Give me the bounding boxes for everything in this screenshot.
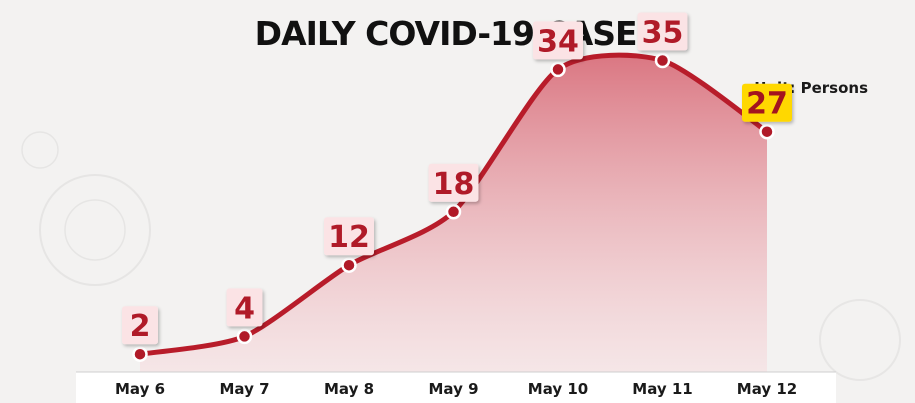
- value-label-box: [226, 288, 263, 327]
- highlight-value-label: 27: [742, 83, 792, 122]
- data-point: [654, 52, 671, 69]
- data-point: [236, 328, 253, 345]
- x-tick-label: May 10: [528, 380, 588, 398]
- value-label-box: [637, 12, 688, 51]
- chart-title: DAILY COVID-19 CASES: [255, 14, 660, 53]
- value-label-box: [122, 306, 158, 345]
- x-tick-label: May 6: [115, 380, 165, 398]
- value-label: 12: [324, 217, 374, 256]
- x-tick-label: May 9: [428, 380, 478, 398]
- value-label-text: 12: [328, 220, 370, 255]
- x-tick-label: May 7: [219, 380, 269, 398]
- value-label: 4: [226, 288, 263, 327]
- x-tick-label: May 8: [324, 380, 374, 398]
- value-label-box: [324, 217, 374, 256]
- value-label-box: [742, 83, 792, 122]
- x-axis-bar: [76, 372, 836, 403]
- value-label: 34: [533, 21, 583, 59]
- value-label-text: 2: [130, 309, 151, 344]
- value-label-box: [428, 163, 479, 202]
- value-label: 18: [428, 163, 479, 202]
- value-label-text: 34: [537, 24, 579, 59]
- background-decoration: [21, 131, 901, 381]
- data-point: [132, 346, 148, 362]
- data-point: [759, 123, 775, 140]
- x-tick-label: May 11: [632, 380, 692, 398]
- x-tick-label: May 12: [737, 380, 797, 398]
- data-point: [445, 204, 462, 220]
- value-label: 2: [122, 306, 158, 345]
- value-label-text: 27: [746, 87, 788, 122]
- value-label-box: [533, 21, 583, 60]
- value-label-text: 35: [642, 16, 684, 51]
- data-point: [550, 61, 566, 78]
- value-label-text: 4: [234, 291, 255, 326]
- value-label: 35: [637, 12, 688, 51]
- value-label-text: 18: [433, 167, 475, 202]
- data-point: [341, 257, 357, 273]
